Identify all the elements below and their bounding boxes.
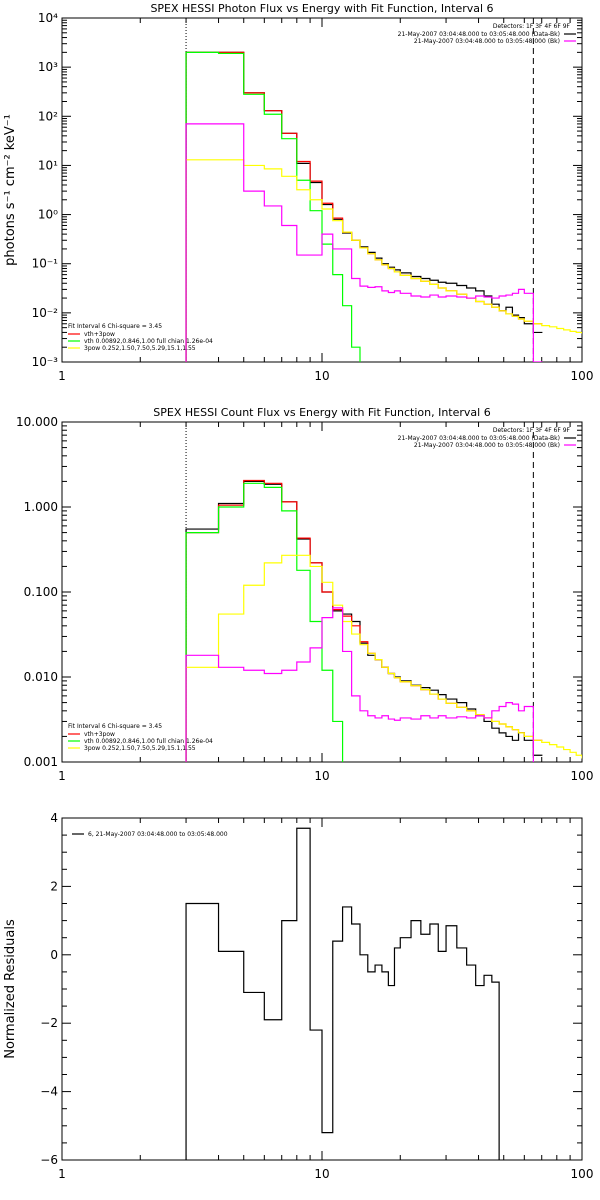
x-ticks: 1 10 100	[58, 818, 593, 1181]
fit-legend-entry: vth+3pow	[84, 331, 115, 338]
series-line-4	[185, 554, 582, 762]
y-tick-label: −6	[40, 1153, 58, 1167]
y-tick-label: 10¹	[38, 158, 58, 172]
x-ticks: 1 10 100	[58, 422, 593, 783]
y-tick-label: 0.001	[24, 755, 58, 769]
series-line-1	[185, 827, 500, 1160]
y-tick-label: 10²	[38, 109, 58, 123]
y-tick-label: 0.010	[24, 670, 58, 684]
y-tick-label: 10⁻²	[32, 306, 59, 320]
y-axis-label: photons s⁻¹ cm⁻² keV⁻¹	[3, 114, 18, 266]
y-tick-label: 10⁻¹	[32, 257, 59, 271]
series-line-1	[185, 51, 543, 362]
chart-panel-1: SPEX HESSI Photon Flux vs Energy with Fi…	[3, 2, 593, 383]
series-line-2	[185, 51, 543, 362]
fit-legend: Fit Interval 6 Chi-square = 3.45vth+3pow…	[68, 323, 213, 352]
fit-legend-entry: vth 0.00892,0.846,1.00 full chian 1.26e-…	[84, 738, 213, 745]
series-group	[185, 479, 582, 762]
y-tick-label: 10⁰	[38, 208, 58, 222]
legend-entry: 21-May-2007 03:04:48.000 to 03:05:48.000…	[398, 31, 560, 38]
x-tick-label: 10	[314, 369, 329, 383]
fit-legend-header: Fit Interval 6 Chi-square = 3.45	[68, 723, 162, 730]
y-tick-label: −4	[40, 1085, 58, 1099]
y-tick-label: 10.000	[16, 415, 58, 429]
y-tick-label: 0.100	[24, 585, 58, 599]
x-ticks: 1 10 100	[58, 18, 593, 383]
chart-panel-3: Normalized Residuals 1 10 100 −6 −4 −2 0 2 4 6, 21…	[3, 811, 593, 1181]
series-line-4	[185, 159, 582, 362]
series-line-3	[185, 482, 344, 762]
x-tick-label: 10	[314, 1167, 329, 1181]
y-tick-label: 10³	[38, 60, 58, 74]
detectors-label: Detectors: 1F 3F 4F 6F 9F	[493, 23, 571, 30]
x-tick-label: 100	[571, 1167, 594, 1181]
y-ticks: 0.001 0.010 0.100 1.000 10.000	[16, 415, 582, 769]
x-tick-label: 1	[58, 1167, 66, 1181]
y-tick-label: 1.000	[24, 500, 58, 514]
legend-entry: 21-May-2007 03:04:48.000 to 03:05:48.000…	[414, 38, 560, 45]
x-tick-label: 100	[571, 369, 594, 383]
y-tick-label: 4	[50, 811, 58, 825]
fit-legend: Fit Interval 6 Chi-square = 3.45vth+3pow…	[68, 723, 213, 752]
legend-entry: 21-May-2007 03:04:48.000 to 03:05:48.000…	[414, 442, 560, 449]
residual-legend-text: 6, 21-May-2007 03:04:48.000 to 03:05:48.…	[88, 831, 228, 838]
series-line-3	[185, 51, 361, 362]
series-group	[185, 51, 582, 362]
legend-entry: 21-May-2007 03:04:48.000 to 03:05:48.000…	[398, 435, 560, 442]
x-tick-label: 100	[571, 769, 594, 783]
detectors-label: Detectors: 1F 3F 4F 6F 9F	[493, 427, 571, 434]
fit-legend-entry: 3pow 0.252,1.50,7.50,5.29,15.1,1.55	[84, 345, 196, 352]
series-group	[185, 827, 500, 1160]
x-tick-label: 1	[58, 369, 66, 383]
y-tick-label: 10⁴	[38, 11, 58, 25]
y-tick-label: 2	[50, 879, 58, 893]
chart-panel-2: SPEX HESSI Count Flux vs Energy with Fit…	[16, 406, 593, 783]
fit-legend-header: Fit Interval 6 Chi-square = 3.45	[68, 323, 162, 330]
fit-legend-entry: vth+3pow	[84, 731, 115, 738]
x-tick-label: 1	[58, 769, 66, 783]
y-tick-label: 0	[50, 948, 58, 962]
y-tick-label: −2	[40, 1016, 58, 1030]
series-line-2	[185, 479, 543, 762]
fit-legend-entry: 3pow 0.252,1.50,7.50,5.29,15.1,1.55	[84, 745, 196, 752]
chart-title: SPEX HESSI Count Flux vs Energy with Fit…	[153, 406, 490, 419]
residual-legend: 6, 21-May-2007 03:04:48.000 to 03:05:48.…	[72, 831, 228, 838]
y-axis-label: Normalized Residuals	[3, 919, 18, 1059]
series-line-5	[185, 607, 534, 762]
series-line-5	[185, 123, 543, 362]
chart-title: SPEX HESSI Photon Flux vs Energy with Fi…	[150, 2, 493, 15]
series-line-1	[185, 480, 543, 762]
y-tick-label: 10⁻³	[32, 355, 59, 369]
y-ticks: 10⁻³ 10⁻² 10⁻¹ 10⁰ 10¹ 10² 10³ 10⁴	[32, 11, 582, 369]
fit-legend-entry: vth 0.00892,0.846,1.00 full chian 1.26e-…	[84, 338, 213, 345]
y-ticks: −6 −4 −2 0 2 4	[40, 811, 582, 1167]
x-tick-label: 10	[314, 769, 329, 783]
